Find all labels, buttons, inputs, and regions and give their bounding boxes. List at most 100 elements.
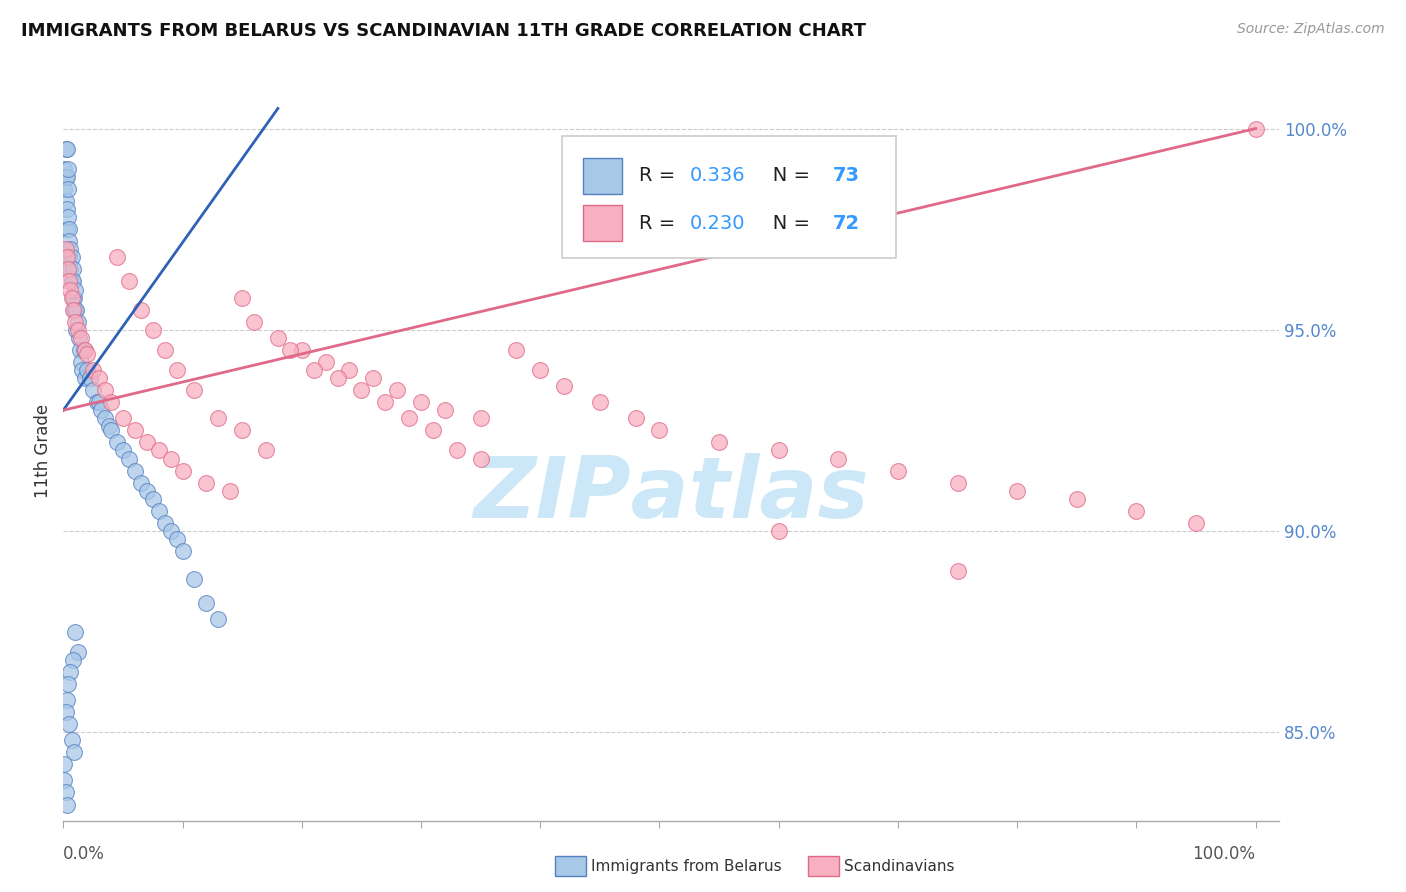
Point [231,291,253,305]
Point [53,161,76,176]
Point [60,733,83,747]
Point [59,283,82,297]
Point [470,451,492,466]
Point [94,411,117,425]
Point [385,383,408,397]
Point [76,347,98,361]
Text: ZIP​atlas: ZIP​atlas [474,453,869,536]
Point [553,379,575,393]
Point [70,331,93,345]
Point [58,717,80,731]
Point [135,483,157,498]
Point [65,302,87,317]
Point [409,395,432,409]
Point [129,475,152,490]
Point [86,395,108,409]
Point [254,443,277,458]
Point [69,343,91,357]
Text: N =: N = [754,214,817,233]
Point [105,435,128,450]
Point [946,475,969,490]
Point [422,423,444,437]
Point [60,250,83,264]
Text: 0.230: 0.230 [689,214,745,233]
Point [63,302,86,317]
Point [529,363,551,377]
Text: R =: R = [638,166,681,186]
Point [62,302,84,317]
Point [1005,483,1028,498]
Point [361,371,384,385]
Point [291,343,314,357]
Point [56,142,79,156]
Point [1185,516,1208,530]
Point [315,355,337,369]
Point [58,234,80,248]
Point [124,423,146,437]
Point [58,222,80,236]
Point [55,705,77,719]
Point [153,343,176,357]
Point [56,161,79,176]
Point [118,451,141,466]
Point [55,169,77,184]
Point [148,443,170,458]
Point [73,371,96,385]
Point [148,504,170,518]
Point [60,275,83,289]
Text: R =: R = [638,214,681,233]
Point [63,745,86,759]
Point [73,343,96,357]
Point [470,411,492,425]
Point [231,423,253,437]
Bar [582,158,621,194]
Point [207,411,229,425]
Point [70,355,93,369]
Point [624,411,647,425]
Point [100,423,122,437]
Bar [582,205,621,241]
Point [56,262,79,277]
Point [326,371,349,385]
Point [433,403,456,417]
Point [67,331,90,345]
Point [129,302,152,317]
Point [56,250,79,264]
Point [55,142,77,156]
Y-axis label: 11th Grade: 11th Grade [34,403,52,498]
Point [58,250,80,264]
Point [56,222,79,236]
Point [374,395,396,409]
Point [97,419,120,434]
Point [100,395,122,409]
Point [66,315,89,329]
Point [302,363,325,377]
Point [55,785,77,799]
Point [172,464,194,478]
Text: 73: 73 [834,166,860,186]
Point [76,363,98,377]
Point [267,331,290,345]
Point [65,323,87,337]
Point [166,363,188,377]
Point [63,624,86,639]
Point [72,343,94,357]
Point [105,250,128,264]
Point [56,677,79,691]
Text: 0.0%: 0.0% [63,845,105,863]
Point [79,371,101,385]
Point [53,773,76,788]
Text: 72: 72 [834,214,860,233]
Point [56,210,79,224]
Point [195,475,218,490]
Point [159,524,181,538]
Point [827,451,849,466]
Point [82,363,104,377]
Point [66,645,89,659]
Point [183,572,205,586]
Point [446,443,468,458]
Point [111,443,134,458]
Point [887,464,910,478]
Point [278,343,301,357]
Point [707,435,730,450]
